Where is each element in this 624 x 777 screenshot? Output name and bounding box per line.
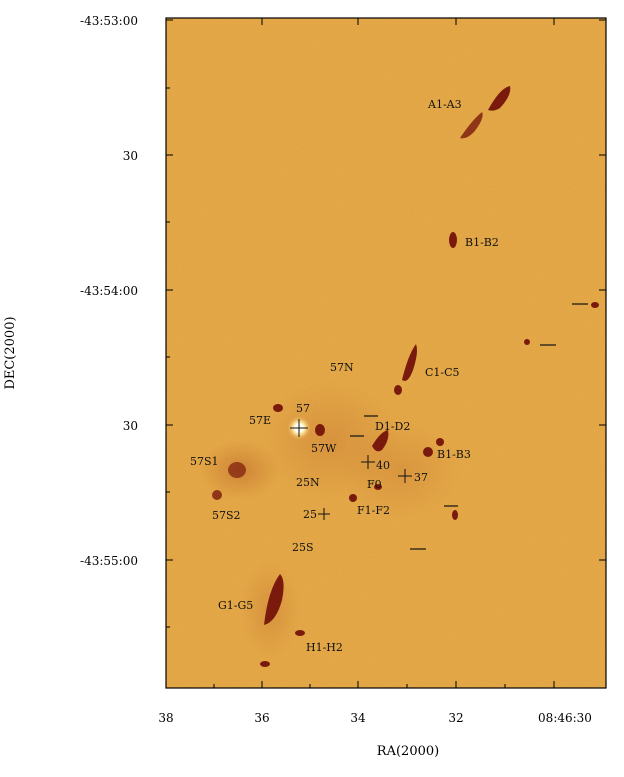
y-tick-label: -43:53:00 bbox=[80, 14, 138, 28]
label-f1-f2: F1-F2 bbox=[357, 504, 390, 517]
x-tick-label: 32 bbox=[448, 711, 463, 725]
label-57s1: 57S1 bbox=[190, 455, 219, 468]
label-a1-a3: A1-A3 bbox=[427, 98, 462, 111]
label-g1-g5: G1-G5 bbox=[218, 599, 253, 612]
plot-frame bbox=[165, 17, 607, 689]
label-b1-b3: B1-B3 bbox=[437, 448, 471, 461]
label-57w: 57W bbox=[311, 442, 337, 455]
label-b1-b2: B1-B2 bbox=[465, 236, 499, 249]
label-40: 40 bbox=[376, 459, 390, 472]
cross-markers bbox=[290, 419, 412, 520]
x-tick-label: 36 bbox=[254, 711, 269, 725]
label-25: 25 bbox=[303, 508, 317, 521]
y-tick-label: -43:54:00 bbox=[80, 284, 138, 298]
y-tick-label: 30 bbox=[123, 149, 138, 163]
label-37: 37 bbox=[414, 471, 428, 484]
emission-knots bbox=[212, 86, 599, 667]
label-57: 57 bbox=[296, 402, 310, 415]
axis-ticks bbox=[165, 18, 606, 688]
y-tick-labels: -43:53:00 30 -43:54:00 30 -43:55:00 bbox=[80, 14, 138, 568]
label-c1-c5: C1-C5 bbox=[425, 366, 460, 379]
source-labels: A1-A3 B1-B2 C1-C5 57N 57 57E D1-D2 57W 4… bbox=[190, 98, 499, 654]
label-f0: F0 bbox=[367, 478, 382, 491]
x-axis-title: RA(2000) bbox=[377, 744, 439, 759]
image-panel bbox=[166, 18, 606, 688]
label-57n: 57N bbox=[330, 361, 354, 374]
x-tick-label: 38 bbox=[158, 711, 173, 725]
x-tick-label: 08:46:30 bbox=[538, 711, 592, 725]
label-d1-d2: D1-D2 bbox=[375, 420, 410, 433]
x-tick-labels: 38 36 34 32 08:46:30 bbox=[158, 711, 592, 725]
y-tick-label: 30 bbox=[123, 419, 138, 433]
label-h1-h2: H1-H2 bbox=[306, 641, 343, 654]
dash-marks bbox=[350, 303, 588, 550]
y-axis-title: DEC(2000) bbox=[3, 316, 18, 389]
label-57s2: 57S2 bbox=[212, 509, 241, 522]
y-tick-label: -43:55:00 bbox=[80, 554, 138, 568]
label-25n: 25N bbox=[296, 476, 320, 489]
label-57e: 57E bbox=[249, 414, 271, 427]
x-tick-label: 34 bbox=[350, 711, 366, 725]
label-25s: 25S bbox=[292, 541, 314, 554]
